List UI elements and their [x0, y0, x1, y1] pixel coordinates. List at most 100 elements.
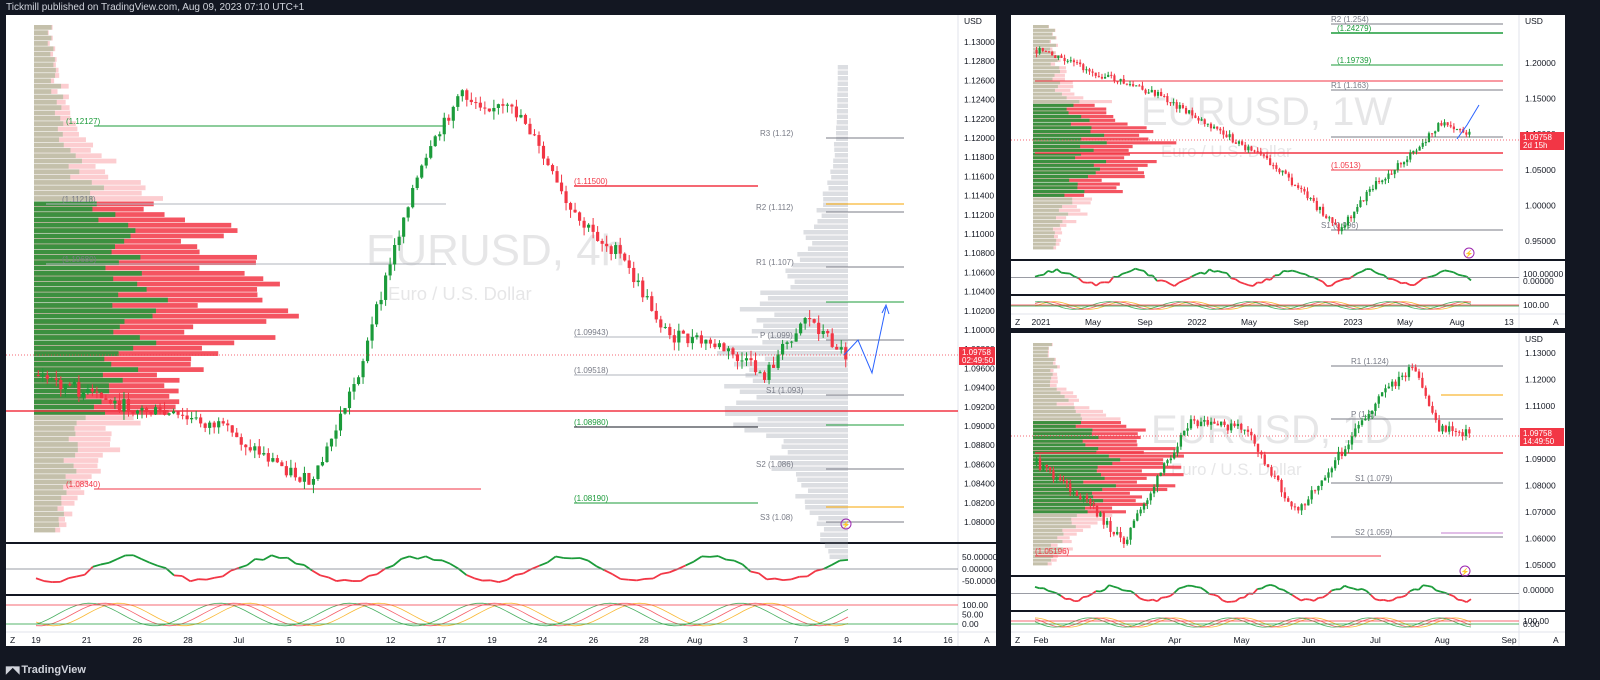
oscillator-line [1060, 595, 1067, 600]
candle-body [230, 425, 234, 433]
zoom-button: Z [1015, 317, 1020, 327]
volume-profile-bar [1033, 235, 1058, 239]
stochastic-line [35, 602, 849, 627]
candle-body [546, 158, 550, 166]
candle-body [591, 224, 595, 232]
oscillator-line [1357, 588, 1363, 591]
oscillator-line [603, 569, 613, 576]
lightning-icon [1463, 247, 1475, 259]
oscillator-line [1261, 585, 1267, 590]
oscillator-line [1130, 267, 1136, 272]
candle-body [830, 333, 834, 347]
chart-panel-1w[interactable]: EURUSD, 1W Euro / U.S. Dollar R2 (1.254) (1… [1011, 15, 1565, 328]
volume-profile-bar [1033, 242, 1056, 246]
candle-body [90, 388, 94, 392]
oscillator-line [1374, 271, 1380, 275]
volume-profile-bar [1033, 402, 1057, 406]
volume-profile-bar [34, 174, 109, 180]
volume-profile-bar [34, 249, 200, 255]
chart-panel-4h[interactable]: EURUSD, 4h Euro / U.S. Dollar (1.12127) (1.… [6, 15, 996, 646]
candle-body [379, 299, 383, 305]
candle-body [1062, 480, 1065, 482]
volume-profile-bar [799, 257, 848, 262]
price-axis-label: 1.10600 [964, 267, 995, 277]
candle-body [1199, 421, 1203, 427]
candle-body [311, 478, 316, 485]
volume-profile-bar [762, 340, 848, 345]
volume-profile-bar [34, 527, 61, 533]
time-axis-label: 19 [487, 635, 497, 645]
candle-body [704, 339, 708, 344]
volume-profile-bar [34, 292, 119, 298]
oscillator-line [1200, 586, 1206, 592]
volume-profile-bar [830, 169, 848, 174]
candle-body [1172, 102, 1175, 104]
candle-body [1191, 110, 1194, 116]
oscillator-line [831, 559, 841, 566]
candle-body [1464, 429, 1468, 437]
oscillator-line [587, 559, 597, 567]
price-axis-label: 1.08000 [964, 517, 995, 527]
oscillator-line [1370, 268, 1376, 273]
candle-body [1404, 375, 1407, 378]
oscillator-line [758, 572, 768, 581]
volume-profile-bar [1033, 141, 1107, 145]
oscillator-line [1230, 277, 1236, 281]
price-axis-label: 1.12000 [1525, 375, 1556, 385]
volume-profile-bar [34, 468, 101, 474]
volume-profile-bar [1033, 369, 1054, 373]
oscillator-line [1431, 586, 1437, 592]
candle-body [510, 104, 514, 107]
volume-profile-bar [34, 105, 70, 110]
candle-body [501, 104, 505, 106]
candle-body [1260, 451, 1263, 455]
candle-body [532, 134, 537, 136]
candle-body [1276, 475, 1280, 481]
candle-body [1468, 429, 1471, 434]
oscillator-line [100, 561, 110, 566]
candle-body [329, 438, 334, 447]
lightning-glyph: ⚡ [842, 520, 851, 529]
candle-body [568, 203, 573, 210]
candle-body [1233, 423, 1236, 427]
volume-profile-bar [34, 131, 63, 137]
candle-body [587, 224, 591, 228]
oscillator-line [1352, 272, 1359, 277]
oscillator-line [1335, 279, 1341, 283]
volume-profile-bar [34, 308, 156, 314]
candle-body [1312, 198, 1315, 201]
oscillator-line [1082, 595, 1088, 599]
oscillator-line [336, 579, 345, 582]
candle-body [1116, 81, 1119, 83]
volume-profile-bar [1033, 96, 1084, 100]
volume-profile-bar [1033, 372, 1058, 376]
volume-profile-bar [34, 404, 94, 410]
candle-body [722, 343, 726, 352]
candle-body [758, 372, 762, 374]
volume-profile-bar [34, 372, 103, 378]
time-axis-label: 10 [335, 635, 345, 645]
volume-profile-bar [1033, 536, 1070, 540]
volume-profile-bar [34, 463, 98, 469]
price-axis-label: 1.12200 [964, 114, 995, 124]
candle-body [1334, 223, 1337, 225]
volume-profile-bar [1033, 558, 1052, 562]
volume-profile-bar [34, 30, 48, 36]
volume-profile-bar [1033, 357, 1056, 361]
volume-profile-bar [1033, 40, 1051, 44]
volume-profile-bar [797, 477, 848, 482]
volume-profile-bar [34, 522, 67, 528]
oscillator-line [1287, 269, 1293, 273]
oscillator-line [1034, 586, 1040, 590]
candle-body [1393, 169, 1396, 175]
chart-4h-canvas[interactable]: EURUSD, 4h Euro / U.S. Dollar (1.12127) (1.… [6, 15, 996, 646]
volume-profile-bar [769, 334, 848, 339]
candle-body [1371, 188, 1374, 190]
volume-profile-bar [34, 335, 140, 340]
volume-profile-bar [34, 276, 264, 282]
chart-panel-1d[interactable]: EURUSD, 1D Euro / U.S. Dollar R1 (1.124) P … [1011, 333, 1565, 646]
volume-profile-bar [1033, 111, 1069, 115]
volume-profile-bar [744, 428, 848, 433]
